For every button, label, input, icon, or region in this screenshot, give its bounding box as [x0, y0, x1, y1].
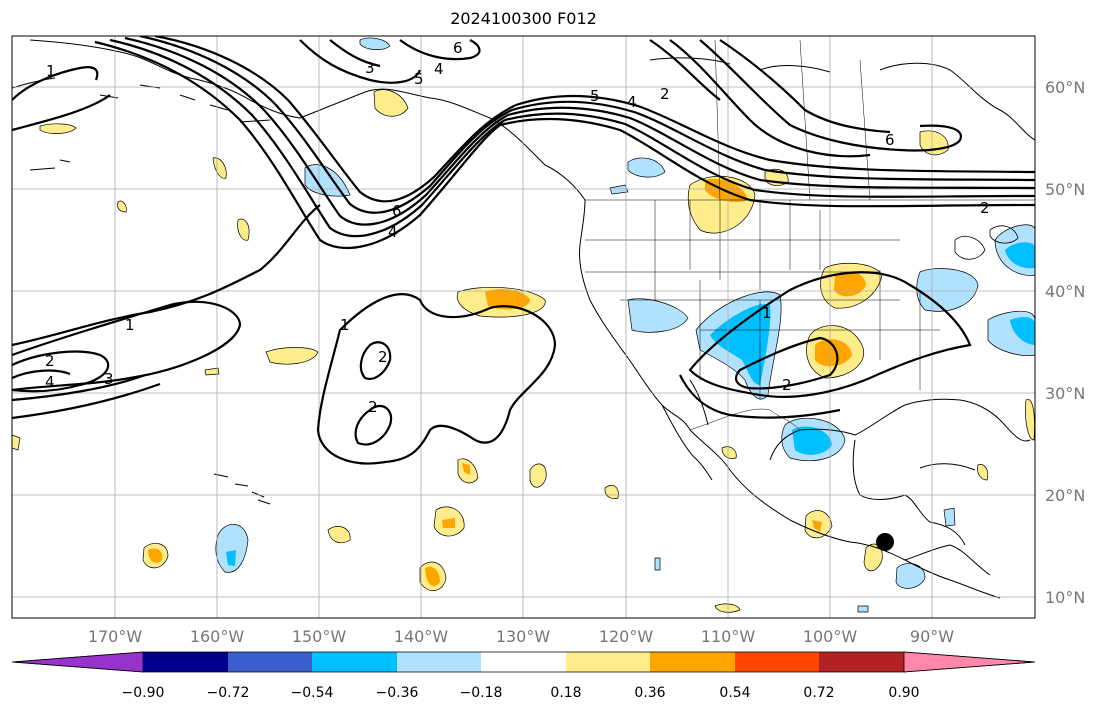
colorbar-segment	[312, 652, 397, 672]
graticule	[12, 36, 1035, 618]
contour-label: 2	[660, 85, 670, 103]
contour-label: 1	[340, 316, 350, 334]
contour-label: 5	[414, 70, 424, 88]
contour-label: 2	[378, 348, 388, 366]
colorbar-tick-label: 0.18	[550, 685, 581, 701]
colorbar-extend-min	[11, 651, 144, 673]
map-panel: 1 6 4 3 5 5 4 2 6 6 4 1 2 4 3 1 2 2 1 2 …	[12, 36, 1035, 618]
lon-label: 100°W	[803, 627, 858, 646]
contour-label: 6	[453, 39, 463, 57]
map-title: 2024100300 F012	[450, 9, 597, 28]
colorbar-segment	[735, 652, 819, 672]
lon-label: 120°W	[599, 627, 654, 646]
contour-label: 3	[104, 370, 114, 388]
colorbar-tick-label: −0.72	[207, 685, 250, 701]
contour-label: 6	[392, 202, 402, 220]
colorbar-tick-label: −0.18	[460, 685, 503, 701]
colorbar-segment	[481, 652, 566, 672]
contour-label: 1	[46, 62, 56, 80]
contour-label: 6	[885, 131, 895, 149]
colorbar-tick-label: 0.54	[719, 685, 750, 701]
contour-labels: 1 6 4 3 5 5 4 2 6 6 4 1 2 4 3 1 2 2 1 2 …	[45, 39, 990, 416]
colorbar-tick-label: −0.36	[376, 685, 419, 701]
lon-label: 130°W	[496, 627, 551, 646]
map-frame	[11, 35, 1036, 619]
contour-label: 4	[627, 93, 637, 111]
lat-label: 50°N	[1045, 180, 1085, 199]
colorbar-tick-label: 0.36	[634, 685, 665, 701]
contour-label: 4	[434, 60, 444, 78]
colorbar-segment	[143, 652, 228, 672]
colorbar: −0.90 −0.72 −0.54 −0.36 −0.18 0.18 0.36 …	[11, 651, 1036, 701]
longitude-labels: 170°W 160°W 150°W 140°W 130°W 120°W 110°…	[88, 627, 954, 646]
colorbar-segment	[566, 652, 650, 672]
lat-label: 60°N	[1045, 78, 1085, 97]
contour-label: 4	[388, 223, 398, 241]
latitude-labels: 60°N 50°N 40°N 30°N 20°N 10°N	[1045, 78, 1085, 607]
lon-label: 160°W	[190, 627, 245, 646]
contour-lines	[12, 36, 1035, 465]
colorbar-tick-label: 0.72	[803, 685, 834, 701]
contour-label: 4	[45, 373, 55, 391]
colorbar-tick-label: −0.90	[122, 685, 165, 701]
colorbar-segment	[228, 652, 312, 672]
contour-label: 3	[365, 59, 375, 77]
contour-label: 2	[45, 352, 55, 370]
colorbar-extend-max	[903, 651, 1036, 673]
contour-label: 2	[980, 199, 990, 217]
colorbar-tick-label: 0.90	[888, 685, 919, 701]
contour-label: 1	[762, 304, 772, 322]
contour-label: 1	[125, 316, 135, 334]
contour-label: 2	[368, 398, 378, 416]
location-marker	[876, 533, 894, 551]
colorbar-tick-label: −0.54	[291, 685, 334, 701]
contour-label: 5	[590, 87, 600, 105]
coastlines	[12, 39, 1035, 599]
lat-label: 30°N	[1045, 384, 1085, 403]
colorbar-segment	[819, 652, 904, 672]
lat-label: 10°N	[1045, 588, 1085, 607]
colorbar-segment	[650, 652, 735, 672]
lon-label: 140°W	[394, 627, 449, 646]
lon-label: 150°W	[292, 627, 347, 646]
lon-label: 110°W	[701, 627, 756, 646]
colorbar-segment	[397, 652, 481, 672]
lon-label: 170°W	[88, 627, 143, 646]
lat-label: 20°N	[1045, 486, 1085, 505]
lat-label: 40°N	[1045, 282, 1085, 301]
contour-label: 2	[782, 376, 792, 394]
lon-label: 90°W	[910, 627, 954, 646]
